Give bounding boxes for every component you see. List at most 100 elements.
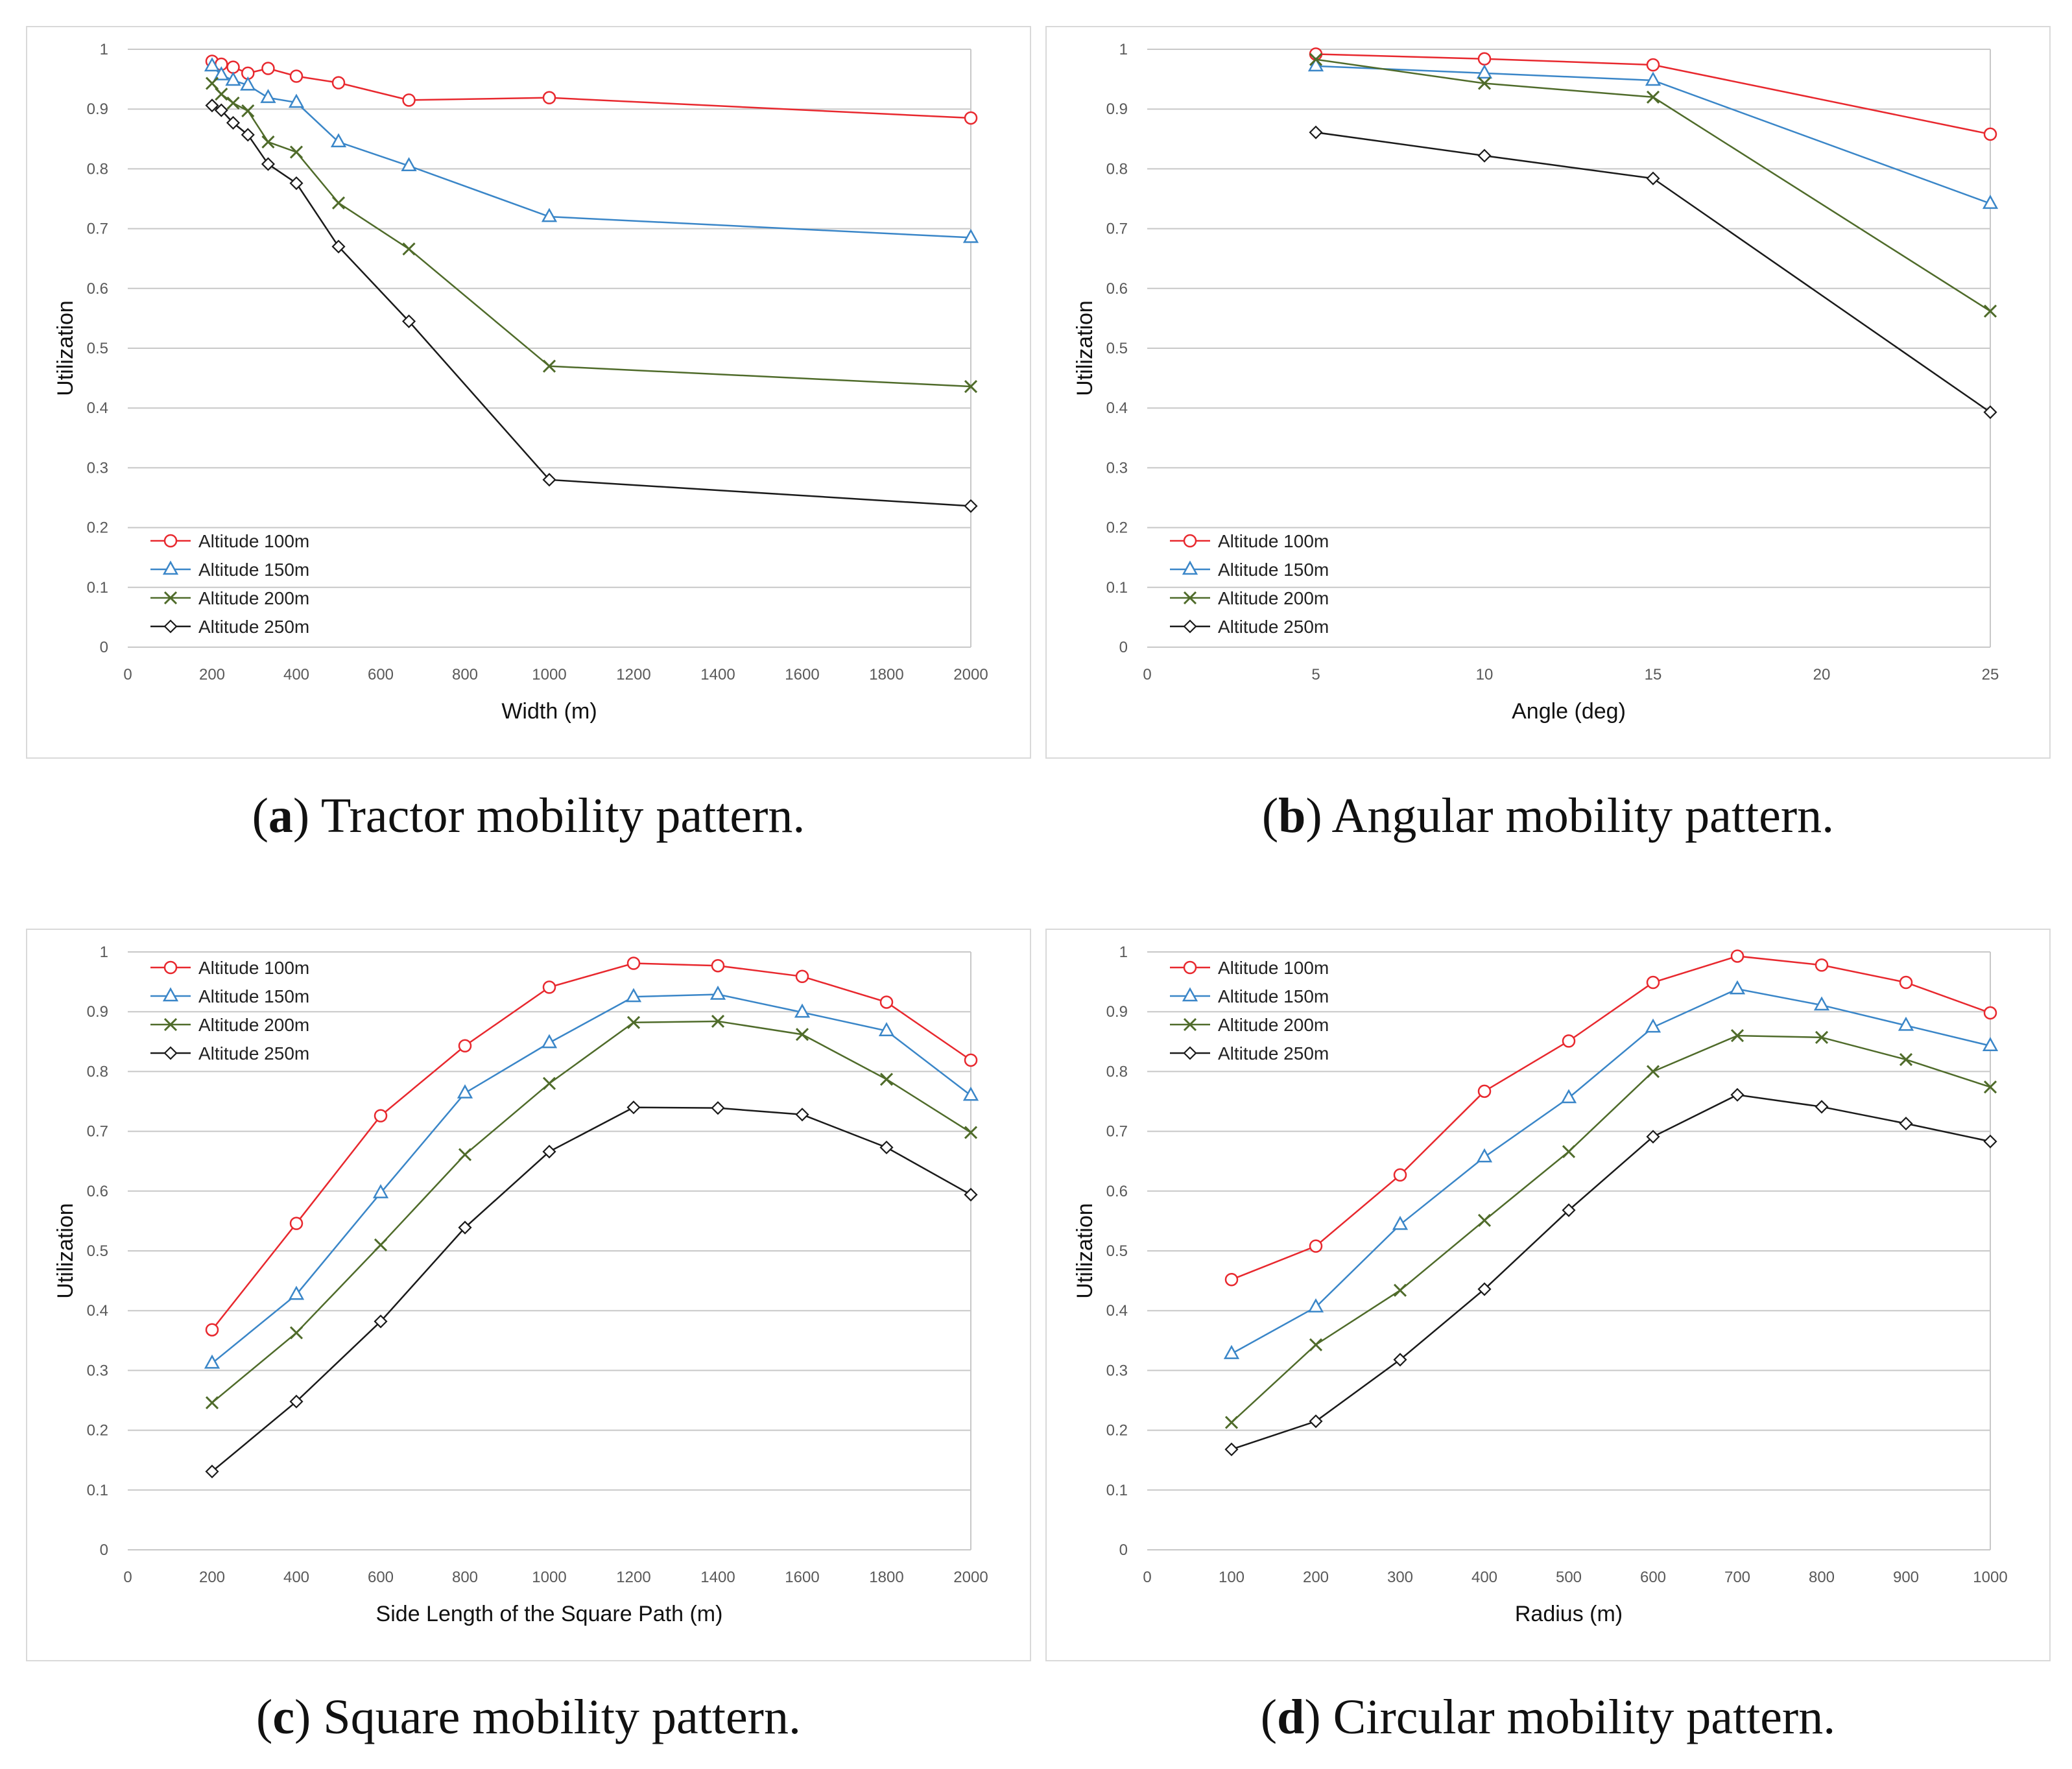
x-tick-label: 200 xyxy=(1303,1569,1329,1586)
data-point xyxy=(458,1220,472,1235)
y-tick-label: 0 xyxy=(100,1541,108,1559)
y-tick-label: 0.3 xyxy=(1106,459,1128,477)
x-tick-label: 20 xyxy=(1813,666,1831,683)
caption-a: (a) Tractor mobility pattern. xyxy=(252,789,805,843)
data-point xyxy=(1477,52,1492,66)
data-point xyxy=(1476,1148,1493,1163)
data-point xyxy=(879,1073,894,1086)
data-point xyxy=(205,99,219,113)
series-3 xyxy=(1224,1029,1997,1429)
y-tick-label: 0.4 xyxy=(87,399,108,417)
data-point xyxy=(626,956,641,970)
legend-label: Altitude 200m xyxy=(198,1015,309,1035)
y-tick-label: 0.4 xyxy=(87,1302,108,1320)
y-axis-title: Utilization xyxy=(53,300,78,396)
data-point xyxy=(542,980,556,994)
data-point xyxy=(330,133,347,148)
data-point xyxy=(542,1076,556,1090)
series-4 xyxy=(205,1100,978,1478)
data-point xyxy=(1309,1414,1323,1429)
x-tick-label: 1800 xyxy=(869,1569,903,1586)
legend-item: Altitude 150m xyxy=(150,560,309,580)
data-point xyxy=(1899,1052,1913,1067)
data-point xyxy=(1477,1084,1492,1098)
legend-item: Altitude 100m xyxy=(150,958,309,978)
data-point xyxy=(261,135,275,148)
data-point xyxy=(1815,958,1829,972)
data-point xyxy=(1983,1080,1997,1094)
data-point xyxy=(794,1003,811,1018)
y-tick-label: 0.2 xyxy=(1106,519,1128,537)
data-point xyxy=(1393,1283,1407,1297)
y-tick-label: 0.8 xyxy=(1106,1063,1128,1080)
y-tick-label: 0.2 xyxy=(87,519,108,537)
x-tick-label: 800 xyxy=(1809,1569,1835,1586)
legend-marker xyxy=(1183,960,1197,975)
legend-item: Altitude 250m xyxy=(1170,1043,1329,1063)
series-line xyxy=(1231,1034,1991,1423)
data-point xyxy=(1815,1030,1829,1044)
y-tick-label: 0.9 xyxy=(87,1003,108,1021)
data-point xyxy=(711,958,725,973)
series-4 xyxy=(1309,125,1997,420)
data-point xyxy=(458,1148,472,1161)
x-tick-label: 1200 xyxy=(616,1569,650,1586)
x-tick-label: 2000 xyxy=(953,666,988,683)
series-line xyxy=(211,962,971,1331)
y-tick-label: 0.6 xyxy=(87,1183,108,1200)
legend-item: Altitude 200m xyxy=(150,588,309,608)
caption-text: Square mobility pattern. xyxy=(323,1690,801,1744)
y-tick-label: 0.5 xyxy=(87,340,108,357)
legend-item: Altitude 200m xyxy=(1170,1015,1329,1035)
data-point xyxy=(1983,1134,1997,1148)
x-tick-label: 900 xyxy=(1893,1569,1919,1586)
data-point xyxy=(1224,1442,1239,1456)
legend-item: Altitude 250m xyxy=(150,1043,309,1063)
x-tick-label: 500 xyxy=(1556,1569,1582,1586)
x-tick-label: 1000 xyxy=(1973,1569,2007,1586)
data-point xyxy=(1477,1282,1492,1296)
series-2 xyxy=(204,57,979,243)
legend-marker xyxy=(163,1017,178,1032)
data-point xyxy=(1646,975,1660,990)
data-point xyxy=(331,196,346,210)
legend-marker xyxy=(163,1046,178,1060)
legend: Altitude 100m Altitude 150m Altitude 200m A… xyxy=(1170,531,1329,637)
data-point xyxy=(795,1028,809,1041)
data-point xyxy=(226,115,241,130)
legend-label: Altitude 200m xyxy=(1218,1015,1329,1035)
y-tick-label: 0.8 xyxy=(87,1063,108,1080)
x-tick-label: 0 xyxy=(123,666,132,683)
data-point xyxy=(1307,57,1324,72)
data-point xyxy=(261,157,276,171)
x-tick-label: 1200 xyxy=(616,666,650,683)
data-point xyxy=(331,239,346,254)
data-point xyxy=(288,93,305,108)
data-point xyxy=(1983,1006,1997,1020)
data-point xyxy=(289,145,304,159)
data-point xyxy=(260,89,276,103)
data-point xyxy=(241,104,255,118)
series-line xyxy=(1231,988,1991,1355)
data-point xyxy=(240,76,256,91)
series-3 xyxy=(1309,53,1997,318)
x-tick-label: 5 xyxy=(1311,666,1320,683)
y-tick-label: 0.1 xyxy=(1106,1482,1128,1499)
legend-item: Altitude 150m xyxy=(150,986,309,1006)
x-tick-label: 1800 xyxy=(869,666,903,683)
data-point xyxy=(542,473,556,487)
series-3 xyxy=(205,1014,978,1410)
series-line xyxy=(1315,58,1991,312)
data-point xyxy=(1729,980,1746,995)
y-tick-label: 0.6 xyxy=(87,280,108,298)
data-point xyxy=(289,1394,304,1408)
data-point xyxy=(964,1187,978,1202)
data-point xyxy=(709,985,726,1000)
data-point xyxy=(261,62,275,75)
data-point xyxy=(289,176,304,191)
legend-label: Altitude 150m xyxy=(198,560,309,580)
data-point xyxy=(711,1014,725,1028)
x-tick-label: 0 xyxy=(1143,1569,1151,1586)
data-point xyxy=(964,111,978,125)
chart-frame: 0 0.1 0.2 0.3 0.4 0.5 0.6 0.7 0.8 0.9 1 0 100 200 300 4… xyxy=(1045,929,2051,1661)
